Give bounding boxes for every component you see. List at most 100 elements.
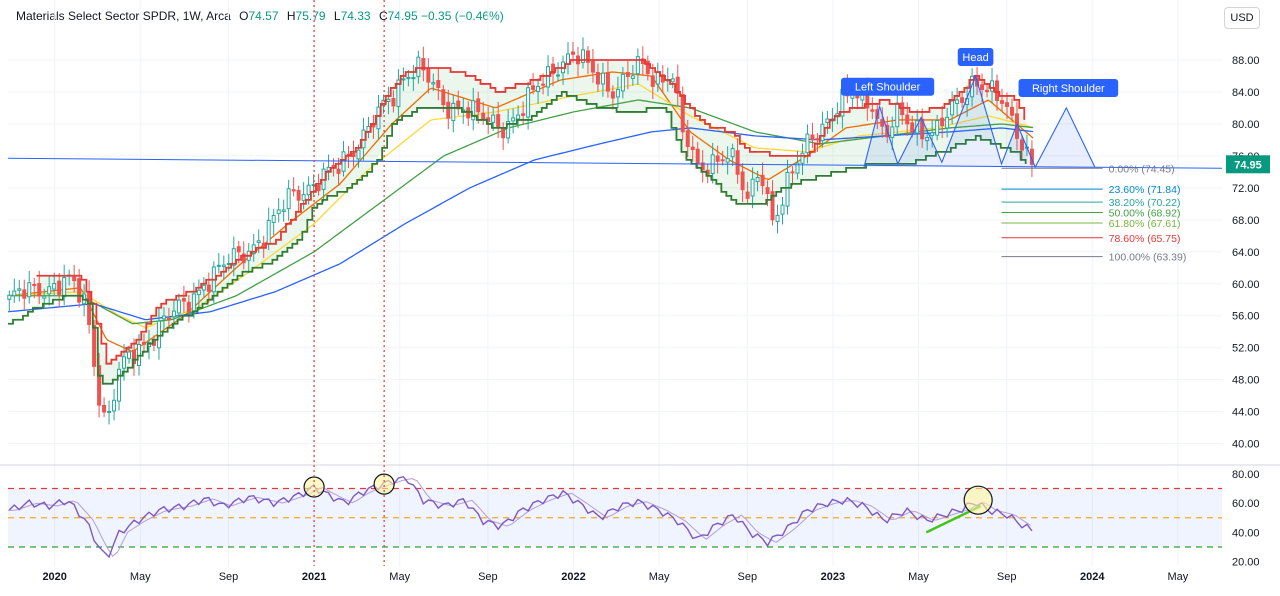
rsi-line (8, 475, 1033, 559)
rsi-tick-label: 40.00 (1232, 527, 1260, 539)
channel-cloud (36, 59, 1027, 388)
candle-body (216, 264, 221, 267)
fib-pct: 38.20% (1109, 197, 1148, 209)
candle-body (985, 89, 990, 93)
candle-body (815, 138, 820, 141)
candle-body (371, 123, 376, 128)
candle-body (770, 191, 775, 221)
fib-level-label: 50.00% (68.92) (1109, 207, 1181, 219)
rsi-highlight-circle (303, 476, 325, 498)
candle-body (655, 71, 660, 85)
open-value: 74.57 (248, 9, 279, 23)
candle-body (585, 50, 590, 63)
high-label: H (286, 9, 296, 23)
candle-body (431, 82, 436, 85)
candle-body (261, 242, 266, 247)
candle-body (191, 293, 196, 312)
interval[interactable]: 1W (182, 9, 201, 23)
right-shoulder-label-bg (1018, 79, 1119, 97)
candle-body (620, 73, 625, 92)
channel-lines (7, 59, 1223, 385)
price-tick-label: 40.00 (1232, 439, 1260, 451)
candle-body (331, 165, 336, 168)
candle-body (87, 292, 92, 326)
candle-body (406, 77, 411, 80)
candle-body (201, 284, 206, 291)
head-shoulders-pattern[interactable]: Left Shoulder Head Right Shoulder (840, 48, 1119, 169)
candle-body (166, 317, 171, 320)
symbol-name[interactable]: Materials Select Sector SPDR (16, 9, 177, 23)
fib-level-label: 23.60% (71.84) (1109, 184, 1181, 196)
time-tick-label: May (908, 571, 929, 583)
candle-body (895, 102, 900, 128)
candle-body (1000, 100, 1005, 104)
candle-body (501, 127, 506, 139)
time-tick-label: Sep (219, 571, 239, 583)
fib-level-label: 0.00% (74.45) (1109, 163, 1175, 175)
candle-body (276, 209, 281, 215)
candle-body (700, 162, 705, 171)
candle-body (107, 410, 112, 413)
candle-body (715, 155, 720, 162)
price-tick-label: 52.00 (1232, 343, 1260, 355)
rsi-tick-label: 60.00 (1232, 498, 1260, 510)
candle-body (316, 185, 321, 192)
price-tick-label: 68.00 (1232, 215, 1260, 227)
candle-body (970, 75, 975, 98)
candle-body (221, 264, 226, 268)
candle-body (351, 152, 356, 158)
candle-body (820, 123, 825, 142)
currency-button[interactable]: USD (1224, 7, 1260, 29)
candle-body (32, 283, 37, 287)
candle-body (132, 349, 137, 365)
close-label: C (378, 9, 388, 23)
candle-body (675, 76, 680, 94)
candle-body (531, 85, 536, 90)
candle-body (256, 240, 261, 243)
fib-pct: 100.00% (1109, 252, 1153, 264)
left-shoulder-label-bg (840, 77, 935, 96)
candle-body (625, 72, 630, 77)
time-tick-label: Sep (478, 571, 498, 583)
candle-body (800, 152, 805, 164)
fib-pct: 78.60% (1109, 233, 1148, 245)
head-label: Head (962, 52, 988, 64)
candle-body (735, 150, 740, 175)
candle-body (176, 299, 181, 314)
candle-body (680, 94, 685, 133)
candle-body (421, 58, 426, 71)
candle-body (610, 91, 615, 99)
candle-body (181, 298, 186, 302)
candle-body (12, 290, 17, 297)
candle-body (481, 112, 486, 120)
fib-value: (63.39) (1153, 252, 1186, 264)
candle-body (755, 177, 760, 183)
high-value: 75.79 (295, 9, 326, 23)
candle-body (396, 79, 401, 107)
candle-body (236, 246, 241, 253)
candle-body (880, 119, 885, 127)
rsi-tick-label: 20.00 (1232, 557, 1260, 569)
candle-body (117, 368, 122, 402)
candle-body (306, 184, 311, 196)
candle-body (630, 75, 635, 79)
candle-body (556, 74, 561, 77)
candle-body (206, 284, 211, 292)
candle-body (605, 72, 610, 92)
candle-body (436, 80, 441, 88)
candle-body (960, 97, 965, 103)
candle-body (226, 262, 231, 265)
candle-body (47, 286, 52, 295)
price-tick-label: 44.00 (1232, 407, 1260, 419)
time-tick-label: May (1168, 571, 1189, 583)
fibonacci-levels[interactable]: 0.00% (74.45) 23.60% (71.84)38.20% (70.22… (1001, 163, 1187, 264)
candle-body (241, 253, 246, 264)
candle-body (112, 399, 117, 412)
candle-body (42, 295, 47, 299)
candle-body (635, 56, 640, 75)
candle-body (326, 166, 331, 172)
fib-pct: 23.60% (1109, 184, 1148, 196)
fib-level-label: 61.80% (67.61) (1109, 218, 1181, 230)
price-tick-label: 88.00 (1232, 55, 1260, 67)
